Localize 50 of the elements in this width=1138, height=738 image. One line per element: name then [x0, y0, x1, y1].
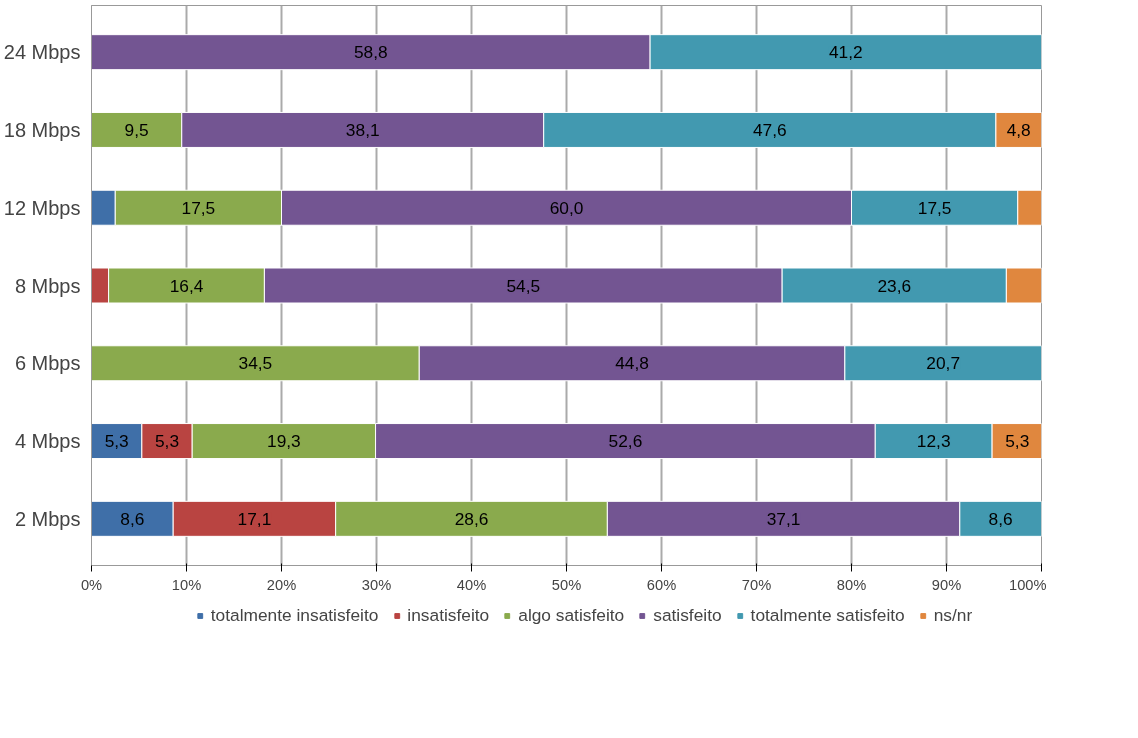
x-tick-label: 90%: [931, 576, 962, 593]
data-label: 5,3: [104, 431, 129, 452]
legend-label: totalmente satisfeito: [750, 604, 905, 626]
data-label: 5,3: [154, 431, 180, 452]
x-tick-label: 40%: [456, 576, 487, 593]
legend-label: insatisfeito: [407, 604, 490, 626]
y-tick-label: 6 Mbps: [14, 352, 81, 375]
data-label: 12,3: [916, 431, 951, 452]
x-tick-label: 50%: [551, 576, 582, 593]
x-tick-label: 30%: [361, 576, 392, 593]
y-tick-label: 8 Mbps: [14, 274, 81, 297]
y-tick-label: 4 Mbps: [14, 430, 81, 453]
data-label: 41,2: [828, 42, 863, 63]
data-label: 17,5: [917, 197, 952, 218]
y-tick-label: 2 Mbps: [14, 507, 81, 530]
data-label: 58,8: [353, 42, 388, 63]
data-label: 20,7: [926, 353, 961, 374]
data-label: 23,6: [877, 275, 912, 296]
data-label: 38,1: [345, 119, 380, 140]
data-label: 47,6: [752, 119, 787, 140]
data-label: 52,6: [608, 431, 643, 452]
y-tick-label: 12 Mbps: [3, 196, 81, 219]
data-label: 54,5: [506, 275, 541, 296]
data-label: 8,6: [988, 508, 1013, 529]
data-label: 5,3: [1005, 431, 1030, 452]
data-label: 28,6: [454, 508, 489, 529]
y-tick-label: 18 Mbps: [3, 118, 81, 141]
data-label: 17,1: [237, 508, 272, 529]
x-tick-label: 20%: [266, 576, 297, 593]
data-label: 19,3: [267, 431, 301, 452]
data-label: 44,8: [615, 353, 649, 374]
legend-label: satisfeito: [653, 604, 722, 626]
y-tick-label: 24 Mbps: [3, 41, 81, 64]
data-label: 37,1: [766, 508, 801, 529]
data-label: 4,8: [1006, 119, 1031, 140]
x-tick-label: 70%: [741, 576, 772, 593]
legend-label: ns/nr: [933, 604, 973, 626]
data-label: 17,5: [181, 197, 216, 218]
legend-label: totalmente insatisfeito: [210, 604, 379, 626]
x-tick-label: 60%: [646, 576, 677, 593]
x-tick-label: 10%: [171, 576, 202, 593]
data-label: 8,6: [120, 508, 145, 529]
data-label: 34,5: [238, 353, 273, 374]
x-tick-label: 100%: [1009, 576, 1047, 593]
data-label: 60,0: [549, 197, 584, 218]
data-label: 9,5: [124, 119, 149, 140]
x-tick-label: 0%: [80, 576, 103, 593]
legend-label: algo satisfeito: [518, 604, 625, 626]
data-label: 16,4: [169, 275, 204, 296]
x-tick-label: 80%: [836, 576, 867, 593]
